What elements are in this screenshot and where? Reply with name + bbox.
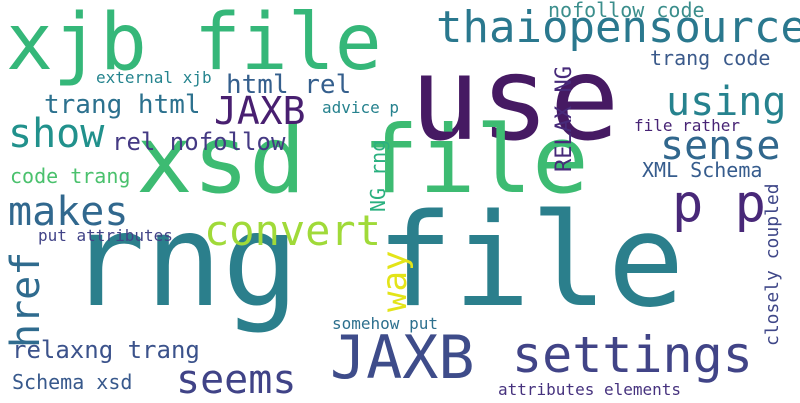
word-thaiopensource: thaiopensource <box>436 2 800 53</box>
word-external-xjb: external xjb <box>96 68 212 87</box>
word-put-attributes: put attributes <box>38 226 173 245</box>
word-show: show <box>8 111 105 157</box>
word-rng-file: rng file <box>68 187 685 336</box>
word-rel-nofollow: rel nofollow <box>112 128 286 156</box>
word-somehow-put: somehow put <box>332 314 438 333</box>
word-seems: seems <box>176 357 297 403</box>
word-way: way <box>375 250 415 312</box>
word-trang-code: trang code <box>650 46 771 70</box>
word-jaxb-small: JAXB <box>214 89 306 133</box>
word-attributes-elements: attributes elements <box>498 380 682 399</box>
word-file-rather: file rather <box>634 116 740 135</box>
word-p-p: p p <box>672 174 766 234</box>
word-nofollow-code: nofollow code <box>548 0 705 22</box>
word-xml-schema: XML Schema <box>642 158 763 182</box>
word-ng-rng: NG rng <box>366 139 390 212</box>
word-using: using <box>666 79 787 125</box>
word-xsd-file: xsd file <box>136 106 589 215</box>
word-settings: settings <box>512 326 753 384</box>
word-code-trang: code trang <box>10 164 131 188</box>
word-relax-ng: RELAX NG <box>552 66 577 172</box>
word-schema-xsd: Schema xsd <box>12 370 133 394</box>
word-closely-coupled: closely coupled <box>762 183 783 346</box>
word-makes: makes <box>8 189 129 235</box>
word-xjb-file: xjb file <box>6 0 382 88</box>
word-sense: sense <box>660 123 781 169</box>
word-advice-p: advice p <box>322 98 400 117</box>
word-html-rel: html rel <box>226 70 352 100</box>
word-relaxng-trang: relaxng trang <box>12 336 200 364</box>
word-use: use <box>410 32 620 167</box>
word-jaxb-large: JAXB <box>330 323 475 393</box>
word-convert: convert <box>204 206 382 255</box>
word-href: href <box>3 251 49 348</box>
word-trang-html: trang html <box>44 90 201 120</box>
